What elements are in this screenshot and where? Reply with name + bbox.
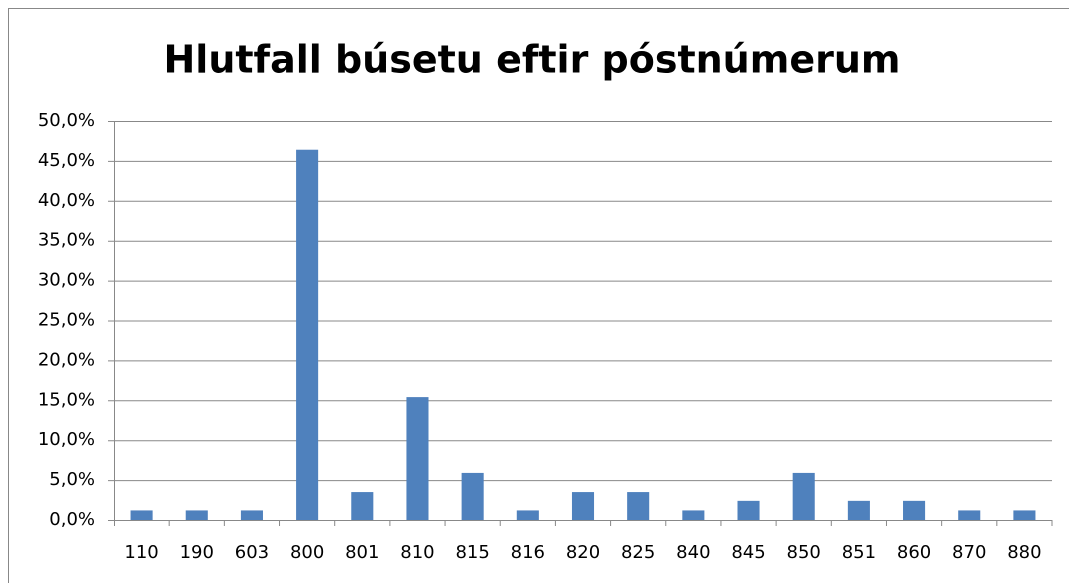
y-tick-label: 20,0%	[38, 349, 95, 370]
y-tick-label: 30,0%	[38, 270, 95, 291]
x-tick-label: 810	[400, 542, 434, 563]
chart-title: Hlutfall búsetu eftir póstnúmerum	[163, 38, 900, 82]
bar	[406, 397, 429, 520]
bar	[737, 500, 760, 520]
y-tick-label: 15,0%	[38, 389, 95, 410]
bar	[1013, 510, 1036, 520]
x-tick-label: 845	[731, 542, 765, 563]
x-tick-label: 851	[842, 542, 876, 563]
x-tick-label: 880	[1007, 542, 1041, 563]
x-tick-label: 190	[180, 542, 214, 563]
x-tick-label: 870	[952, 542, 986, 563]
y-tick-label: 35,0%	[38, 230, 95, 251]
x-tick-label: 840	[676, 542, 710, 563]
bar	[958, 510, 981, 520]
x-tick-label: 820	[566, 542, 600, 563]
bar	[296, 149, 319, 520]
x-tick-label: 815	[455, 542, 489, 563]
x-tick-label: 110	[124, 542, 158, 563]
bar	[461, 472, 484, 520]
bar	[847, 500, 870, 520]
y-tick-label: 50,0%	[38, 110, 95, 131]
bar	[516, 510, 539, 520]
bar	[571, 492, 595, 520]
bar	[185, 510, 208, 520]
bar	[240, 510, 263, 520]
bar	[903, 500, 926, 520]
x-tick-label: 801	[345, 542, 379, 563]
y-tick-label: 10,0%	[38, 429, 95, 450]
bar	[682, 510, 705, 520]
y-tick-label: 5,0%	[49, 469, 95, 490]
bar	[627, 492, 650, 520]
x-tick-label: 603	[235, 542, 269, 563]
y-tick-label: 45,0%	[38, 150, 95, 171]
bar	[130, 510, 153, 520]
bar	[792, 472, 815, 520]
x-tick-label: 850	[787, 542, 821, 563]
y-tick-label: 25,0%	[38, 310, 95, 331]
x-tick-label: 816	[511, 542, 545, 563]
x-tick-label: 860	[897, 542, 931, 563]
bar	[351, 492, 374, 520]
x-tick-label: 825	[621, 542, 655, 563]
y-tick-label: 40,0%	[38, 190, 95, 211]
x-tick-label: 800	[290, 542, 324, 563]
chart-border	[8, 8, 1069, 583]
y-tick-label: 0,0%	[49, 509, 95, 530]
